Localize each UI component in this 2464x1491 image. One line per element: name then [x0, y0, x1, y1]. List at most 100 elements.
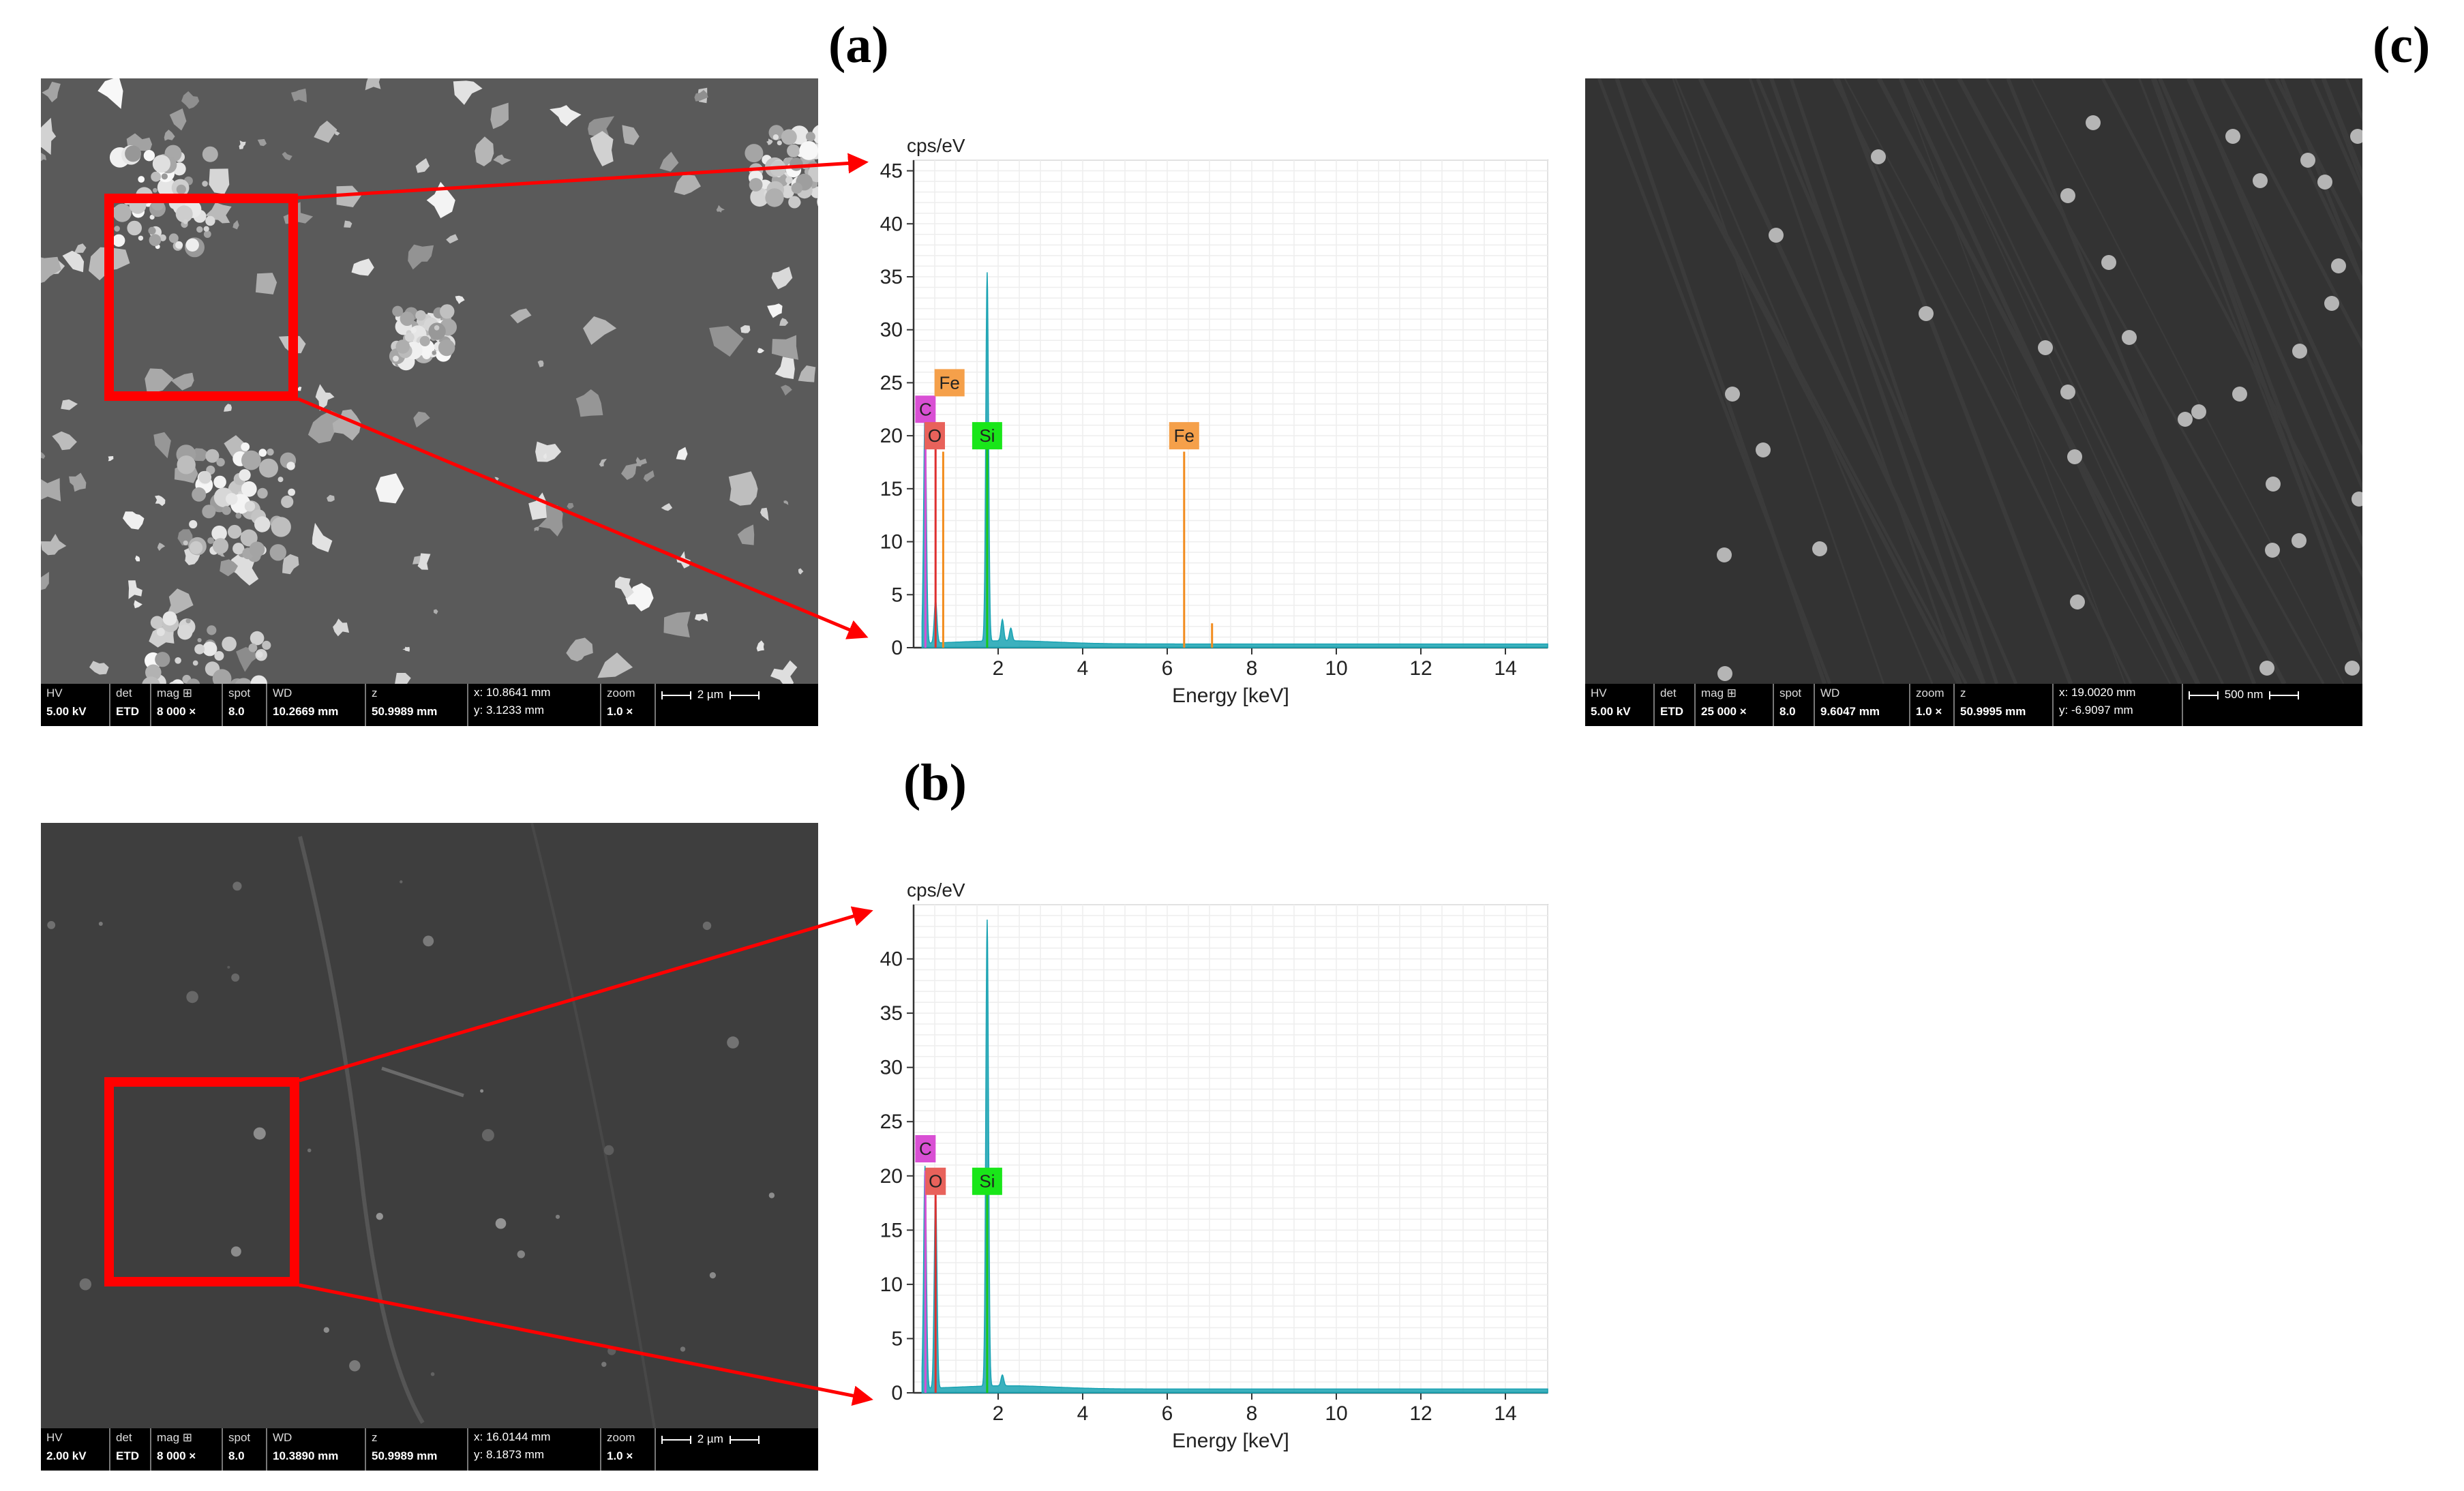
agglomerate-particle — [235, 678, 252, 684]
scale-bar: 2 µm — [661, 688, 760, 702]
particle-cluster — [61, 399, 78, 410]
particle-cluster — [643, 470, 655, 482]
polish-streak — [1835, 78, 2073, 684]
element-label-c: C — [919, 399, 932, 419]
agglomerate-particle — [207, 537, 214, 544]
particle-cluster — [52, 431, 77, 451]
sem-field-value: 9.6047 mm — [1820, 705, 1880, 718]
particle-cluster — [134, 600, 142, 609]
surface-ridge — [298, 836, 425, 1424]
sem-field-det: det ETD — [109, 684, 150, 726]
x-tick-label: 8 — [1246, 657, 1258, 680]
sem-field-value: ETD — [116, 705, 139, 718]
agglomerate-particle — [249, 541, 265, 558]
particle-cluster — [494, 477, 499, 481]
y-tick-label: 40 — [880, 948, 903, 971]
nanoparticle — [2259, 661, 2274, 676]
nanoparticle — [2225, 129, 2240, 144]
agglomerate-particle — [440, 304, 455, 319]
particle-cluster — [674, 174, 701, 195]
surface-particle — [517, 1250, 525, 1259]
particle-cluster — [728, 471, 758, 506]
particle-cluster — [766, 138, 773, 145]
eds-spectrum — [921, 272, 1548, 648]
sem-field-key: det — [116, 687, 132, 699]
agglomerate-particle — [404, 332, 415, 342]
sem-field-key: z — [372, 1431, 378, 1444]
agglomerate-particle — [185, 238, 199, 252]
surface-particle — [768, 1192, 775, 1199]
y-tick-label: 45 — [880, 160, 903, 183]
agglomerate-particle — [791, 182, 803, 194]
sem-field-key: zoom — [1916, 687, 1944, 699]
particle-cluster — [767, 303, 783, 318]
agglomerate-particle — [153, 187, 157, 193]
sem-stage-x: x: 10.8641 mm — [474, 686, 551, 699]
polish-streak — [2189, 78, 2362, 492]
polish-streak — [2138, 78, 2362, 650]
particle-cluster — [177, 529, 193, 546]
sem-stage-y: y: 3.1233 mm — [474, 704, 544, 717]
agglomerate-particle — [169, 681, 179, 684]
agglomerate-particle — [226, 493, 238, 505]
particle-cluster — [490, 102, 509, 130]
agglomerate-particle — [434, 325, 440, 331]
agglomerate-particle — [770, 160, 787, 177]
sem-field-value: 1.0 × — [1916, 705, 1942, 718]
nanoparticle — [2086, 115, 2101, 130]
nanoparticle — [2300, 153, 2315, 168]
particle-cluster — [257, 138, 267, 147]
agglomerate-particle — [790, 157, 803, 171]
y-tick-label: 10 — [880, 1274, 903, 1296]
sem-field-value: ETD — [1660, 705, 1683, 718]
agglomerate-particle — [749, 178, 763, 192]
agglomerate-particle — [214, 651, 224, 661]
sem-field-hv: HV 5.00 kV — [1585, 684, 1653, 726]
x-tick-label: 4 — [1077, 657, 1089, 680]
sem-field-key: zoom — [607, 687, 635, 699]
particle-cluster — [220, 559, 238, 577]
particle-cluster — [291, 88, 307, 103]
surface-particle — [607, 1346, 616, 1355]
particle-cluster — [415, 158, 430, 173]
particle-cluster — [255, 273, 277, 295]
agglomerate-particle — [175, 241, 183, 249]
particle-cluster — [453, 80, 483, 105]
x-tick-label: 12 — [1409, 657, 1432, 680]
sem-texture-c — [1597, 78, 2362, 684]
particle-cluster — [282, 554, 299, 575]
nanoparticle — [2122, 330, 2137, 345]
particle-cluster — [798, 568, 804, 575]
agglomerate-particle — [250, 631, 265, 646]
sem-field-value: 8 000 × — [157, 1449, 196, 1462]
sem-field-key: HV — [1591, 687, 1607, 699]
sem-field-key: z — [372, 687, 378, 699]
nanoparticle — [2331, 258, 2346, 273]
agglomerate-particle — [156, 628, 165, 636]
particle-cluster — [282, 151, 292, 161]
polish-streak — [1640, 78, 1961, 684]
agglomerate-particle — [781, 129, 797, 145]
particle-cluster — [709, 326, 744, 357]
sem-field-scale: 2 µm — [655, 684, 818, 726]
agglomerate-particle — [127, 220, 142, 236]
agglomerate-particle — [151, 171, 162, 182]
particle-cluster — [413, 411, 430, 428]
agglomerate-particle — [162, 611, 177, 626]
particle-cluster — [395, 673, 411, 684]
agglomerate-particle — [438, 339, 455, 357]
x-tick-label: 2 — [993, 1402, 1004, 1425]
sem-databar-b: HV 2.00 kV det ETD mag ⊞ 8 000 × spot 8.0 WD 10.3… — [41, 1428, 818, 1471]
agglomerate-particle — [222, 636, 237, 652]
sem-field-hv: HV 2.00 kV — [41, 1428, 109, 1471]
nanoparticle — [2265, 543, 2280, 558]
sem-field-wd: WD 10.2669 mm — [266, 684, 365, 726]
sem-field-value: 10.2669 mm — [273, 705, 339, 718]
sem-field-value: 8.0 — [1779, 705, 1796, 718]
particle-cluster — [41, 451, 46, 459]
particle-cluster — [659, 151, 679, 172]
x-axis-title: Energy [keV] — [1172, 1430, 1289, 1452]
nanoparticle — [2317, 175, 2332, 190]
particle-cluster — [567, 502, 574, 509]
sem-stage-x: x: 19.0020 mm — [2059, 686, 2136, 699]
